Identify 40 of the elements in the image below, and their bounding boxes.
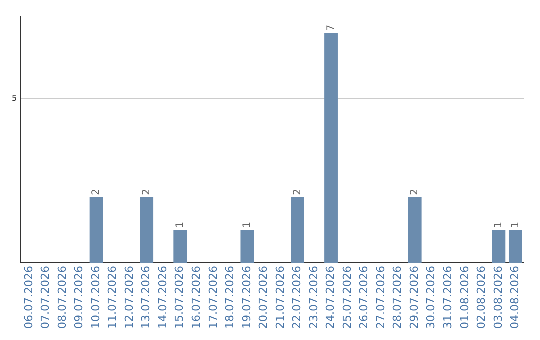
- x-tick-label: 11.07.2026: [106, 266, 120, 330]
- data-label: 1: [510, 222, 522, 228]
- y-tick-label: 5: [12, 94, 18, 103]
- x-tick-label: 12.07.2026: [122, 266, 136, 330]
- x-tick-label: 28.07.2026: [391, 266, 404, 330]
- x-tick-label: 19.07.2026: [240, 266, 254, 330]
- x-tick-label: 15.07.2026: [173, 266, 186, 330]
- x-tick-label: 18.07.2026: [224, 266, 237, 330]
- data-label: 2: [141, 188, 152, 196]
- data-label: 1: [174, 222, 186, 228]
- x-tick-label: 01.08.2026: [458, 266, 472, 330]
- x-tick-label: 08.07.2026: [56, 266, 69, 330]
- x-tick-label: 03.08.2026: [492, 266, 505, 330]
- x-tick-label: 31.07.2026: [441, 266, 454, 330]
- x-tick-label: 21.07.2026: [274, 266, 287, 330]
- x-tick-label: 07.07.2026: [39, 266, 52, 330]
- x-tick-label: 16.07.2026: [190, 266, 203, 330]
- x-tick-label: 23.07.2026: [307, 266, 320, 330]
- x-tick-label: 22.07.2026: [290, 266, 304, 330]
- x-tick-label: 20.07.2026: [257, 266, 270, 330]
- data-label: 2: [410, 188, 421, 196]
- x-tick-label: 13.07.2026: [140, 266, 153, 330]
- x-tick-label: 26.07.2026: [358, 266, 371, 330]
- data-label: 1: [494, 222, 505, 228]
- x-tick-label: 10.07.2026: [89, 266, 102, 330]
- data-label: 1: [242, 222, 254, 228]
- x-tick-label: 14.07.2026: [156, 266, 170, 330]
- x-tick-label: 17.07.2026: [206, 266, 220, 330]
- x-tick-label: 27.07.2026: [374, 266, 388, 330]
- x-tick-label: 29.07.2026: [408, 266, 421, 330]
- x-tick-label: 06.07.2026: [22, 266, 36, 330]
- x-tick-label: 09.07.2026: [72, 266, 86, 330]
- x-tick-label: 02.08.2026: [475, 266, 488, 330]
- x-tick-label: 24.07.2026: [324, 266, 338, 330]
- x-tick-label: 04.08.2026: [508, 266, 522, 330]
- data-label: 2: [91, 188, 102, 196]
- data-label: 2: [292, 188, 304, 196]
- x-tick-label: 30.07.2026: [424, 266, 438, 330]
- x-tick-label: 25.07.2026: [340, 266, 354, 330]
- data-label: 7: [326, 24, 337, 32]
